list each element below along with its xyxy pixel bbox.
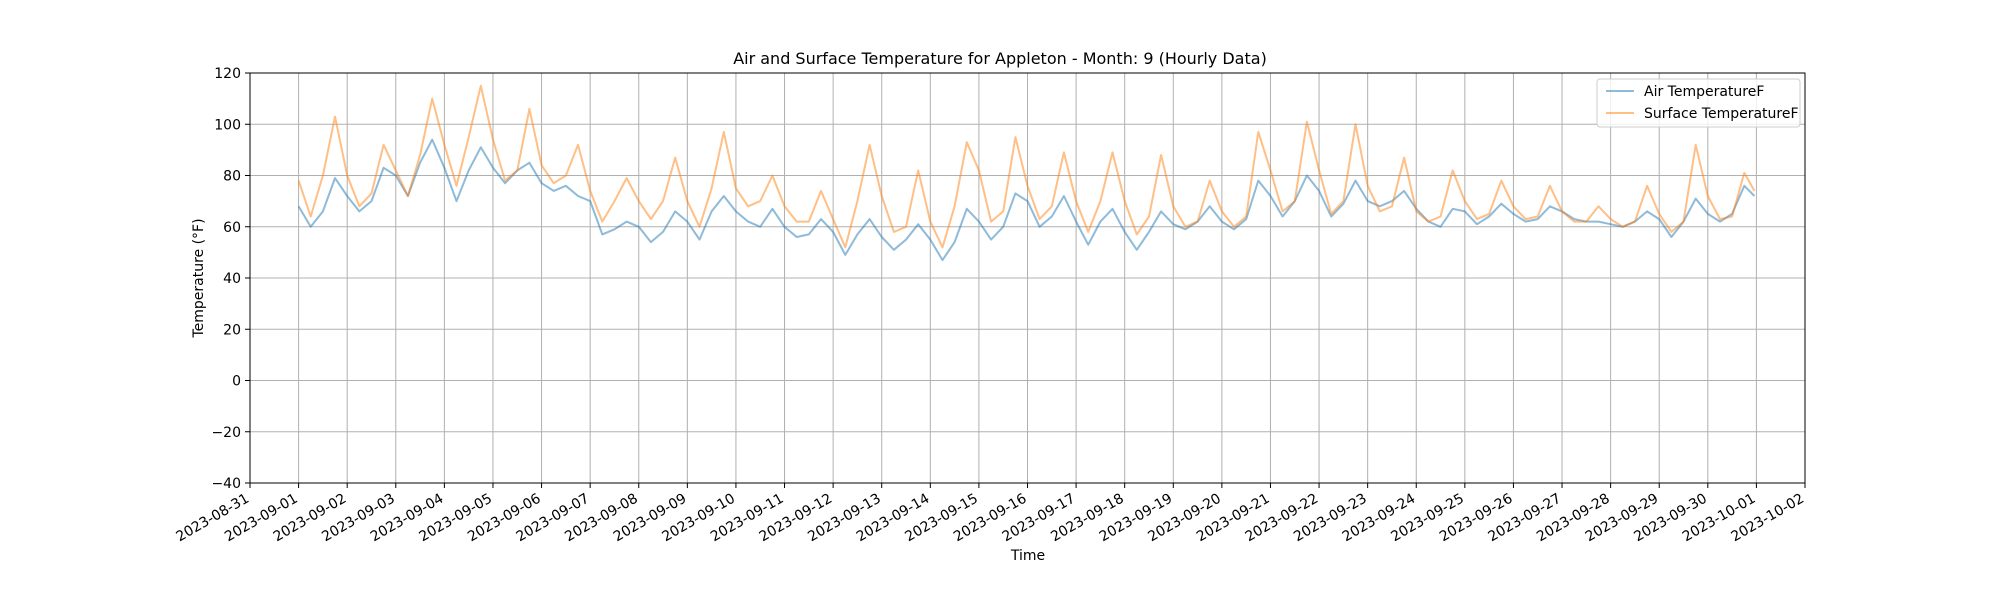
- grid: [249, 72, 1806, 484]
- y-tick-label: 20: [223, 322, 241, 338]
- x-axis-title: Time: [1010, 548, 1045, 564]
- chart-title: Air and Surface Temperature for Appleton…: [733, 49, 1267, 68]
- y-tick-label: 0: [232, 374, 241, 390]
- y-tick-label: −20: [211, 425, 241, 441]
- legend-box: [1596, 78, 1801, 128]
- series-line-air: [297, 138, 1756, 262]
- y-tick-label: 60: [223, 220, 241, 236]
- y-tick-label: 100: [214, 117, 241, 133]
- legend: Air TemperatureF Surface TemperatureF: [1596, 78, 1801, 128]
- y-tick-label: 40: [223, 271, 241, 287]
- y-tick-label: 80: [223, 169, 241, 185]
- legend-label-air: Air TemperatureF: [1644, 84, 1764, 100]
- x-axis: 2023-08-312023-09-012023-09-022023-09-03…: [174, 483, 1807, 545]
- series-layer: [297, 84, 1756, 262]
- y-tick-label: 120: [214, 66, 241, 82]
- y-tick-label: −40: [211, 476, 241, 492]
- legend-label-surface: Surface TemperatureF: [1644, 106, 1799, 122]
- y-axis: −40 −20 0 20 40 60 80 100 120: [211, 66, 250, 492]
- series-line-surface: [297, 84, 1756, 249]
- y-axis-title: Temperature (°F): [191, 218, 207, 338]
